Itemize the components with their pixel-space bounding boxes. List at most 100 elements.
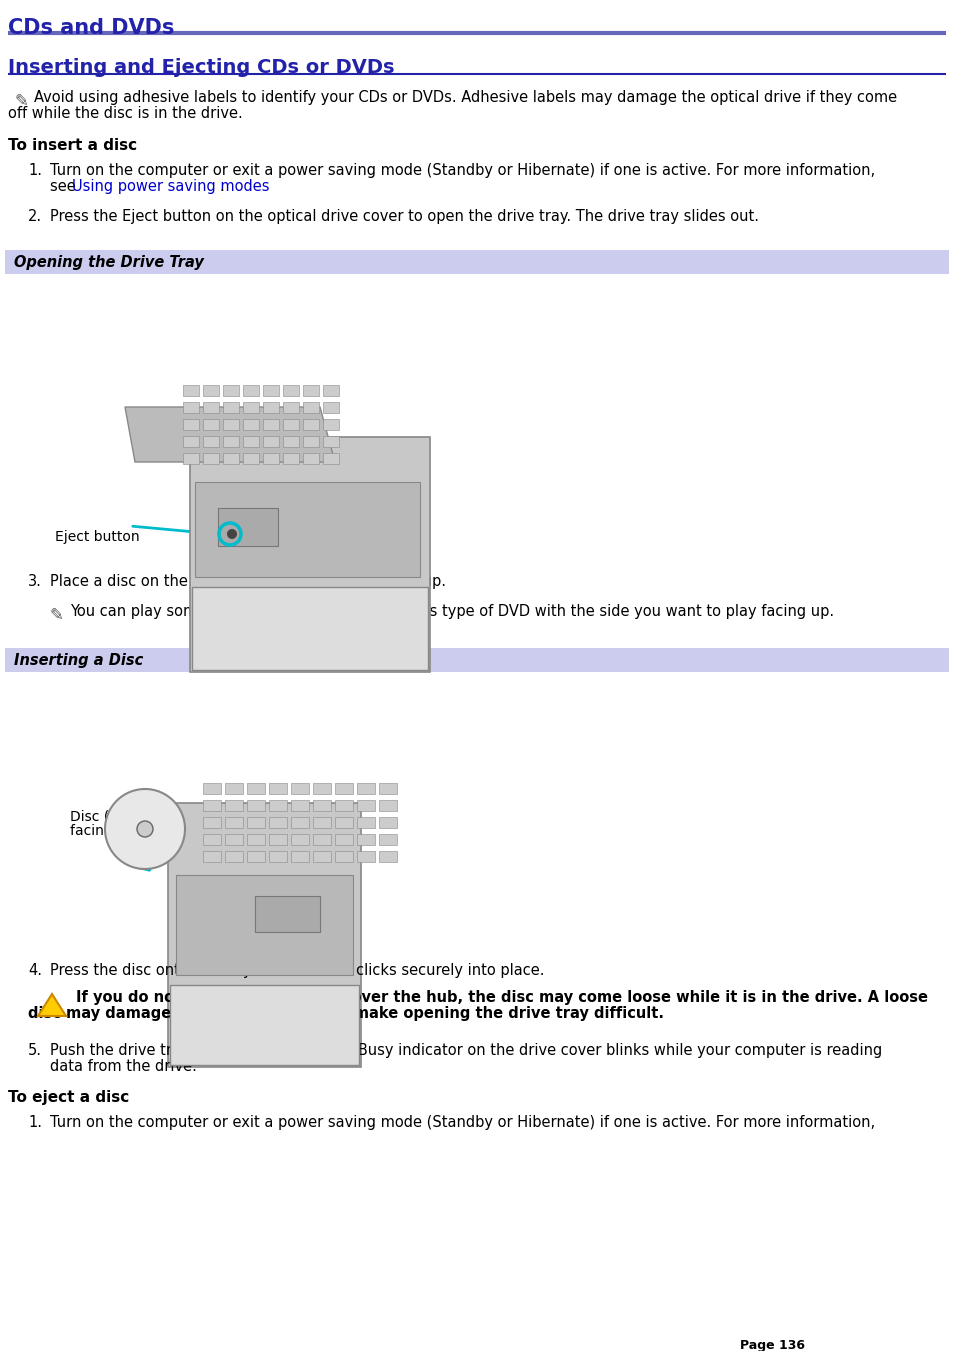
Bar: [203, 436, 219, 447]
Bar: [283, 436, 298, 447]
Text: If you do not seat the disc firmly over the hub, the disc may come loose while i: If you do not seat the disc firmly over …: [76, 990, 927, 1005]
Polygon shape: [190, 436, 430, 671]
Bar: [183, 419, 199, 430]
Bar: [247, 817, 265, 828]
Bar: [243, 403, 258, 413]
Bar: [223, 385, 239, 396]
Bar: [303, 403, 318, 413]
Bar: [183, 453, 199, 463]
Bar: [303, 436, 318, 447]
Bar: [225, 817, 243, 828]
Text: 3.: 3.: [28, 574, 42, 589]
Text: Inserting and Ejecting CDs or DVDs: Inserting and Ejecting CDs or DVDs: [8, 58, 395, 77]
Text: 5.: 5.: [28, 1043, 42, 1058]
Text: To eject a disc: To eject a disc: [8, 1090, 129, 1105]
Bar: [183, 436, 199, 447]
Bar: [243, 385, 258, 396]
Text: Press the disc onto the tray until the disc clicks securely into place.: Press the disc onto the tray until the d…: [50, 963, 544, 978]
Bar: [378, 851, 396, 862]
Bar: [323, 436, 338, 447]
Bar: [269, 817, 287, 828]
Bar: [203, 453, 219, 463]
Text: 2.: 2.: [28, 209, 42, 224]
Bar: [225, 851, 243, 862]
Bar: [263, 403, 278, 413]
Bar: [225, 800, 243, 811]
Bar: [218, 508, 277, 546]
Bar: [263, 419, 278, 430]
Bar: [323, 453, 338, 463]
Text: see: see: [50, 178, 80, 195]
Text: Disc (label: Disc (label: [70, 811, 143, 824]
Bar: [225, 834, 243, 844]
Bar: [247, 800, 265, 811]
Polygon shape: [192, 586, 428, 670]
Bar: [243, 453, 258, 463]
Bar: [323, 385, 338, 396]
Bar: [269, 851, 287, 862]
Bar: [247, 851, 265, 862]
Bar: [247, 784, 265, 794]
Text: Eject button: Eject button: [55, 530, 139, 544]
Text: Opening the Drive Tray: Opening the Drive Tray: [14, 255, 204, 270]
Polygon shape: [194, 482, 419, 577]
Bar: [203, 784, 221, 794]
Bar: [269, 784, 287, 794]
Text: off while the disc is in the drive.: off while the disc is in the drive.: [8, 105, 242, 122]
Bar: [291, 784, 309, 794]
Bar: [203, 419, 219, 430]
Bar: [291, 800, 309, 811]
Bar: [243, 419, 258, 430]
Bar: [356, 817, 375, 828]
Bar: [291, 817, 309, 828]
Bar: [203, 817, 221, 828]
Bar: [203, 851, 221, 862]
Bar: [313, 800, 331, 811]
Text: ✎: ✎: [50, 607, 64, 624]
Bar: [203, 385, 219, 396]
Text: ✎: ✎: [15, 92, 29, 109]
Polygon shape: [125, 407, 335, 462]
Bar: [263, 453, 278, 463]
Bar: [313, 834, 331, 844]
Text: Press the Eject button on the optical drive cover to open the drive tray. The dr: Press the Eject button on the optical dr…: [50, 209, 759, 224]
Bar: [269, 834, 287, 844]
Bar: [283, 453, 298, 463]
Text: !: !: [47, 997, 52, 1011]
Bar: [323, 419, 338, 430]
Bar: [291, 834, 309, 844]
Text: Push the drive tray gently to close it. The Busy indicator on the drive cover bl: Push the drive tray gently to close it. …: [50, 1043, 882, 1058]
Bar: [283, 403, 298, 413]
Bar: [303, 419, 318, 430]
Polygon shape: [168, 802, 360, 1067]
Bar: [203, 403, 219, 413]
Bar: [303, 385, 318, 396]
Text: CDs and DVDs: CDs and DVDs: [8, 18, 174, 38]
Bar: [223, 419, 239, 430]
Bar: [313, 851, 331, 862]
Text: Place a disc on the drive tray with the label facing up.: Place a disc on the drive tray with the …: [50, 574, 446, 589]
Text: Inserting a Disc: Inserting a Disc: [14, 653, 143, 667]
Text: facing up): facing up): [70, 824, 140, 838]
Bar: [291, 851, 309, 862]
Bar: [283, 385, 298, 396]
Bar: [313, 817, 331, 828]
Circle shape: [227, 530, 236, 539]
Bar: [378, 817, 396, 828]
Bar: [356, 834, 375, 844]
Bar: [203, 800, 221, 811]
Bar: [243, 436, 258, 447]
Bar: [183, 385, 199, 396]
Text: Turn on the computer or exit a power saving mode (Standby or Hibernate) if one i: Turn on the computer or exit a power sav…: [50, 163, 874, 178]
Bar: [247, 834, 265, 844]
Bar: [378, 834, 396, 844]
Text: Turn on the computer or exit a power saving mode (Standby or Hibernate) if one i: Turn on the computer or exit a power sav…: [50, 1115, 874, 1129]
Text: Using power saving modes: Using power saving modes: [71, 178, 269, 195]
Bar: [5, 648, 948, 671]
Bar: [356, 800, 375, 811]
Text: You can play some DVDs on both sides. Insert this type of DVD with the side you : You can play some DVDs on both sides. In…: [70, 604, 833, 619]
Text: data from the drive.: data from the drive.: [50, 1059, 196, 1074]
Text: Page 136: Page 136: [740, 1339, 804, 1351]
Bar: [356, 784, 375, 794]
Bar: [335, 834, 353, 844]
